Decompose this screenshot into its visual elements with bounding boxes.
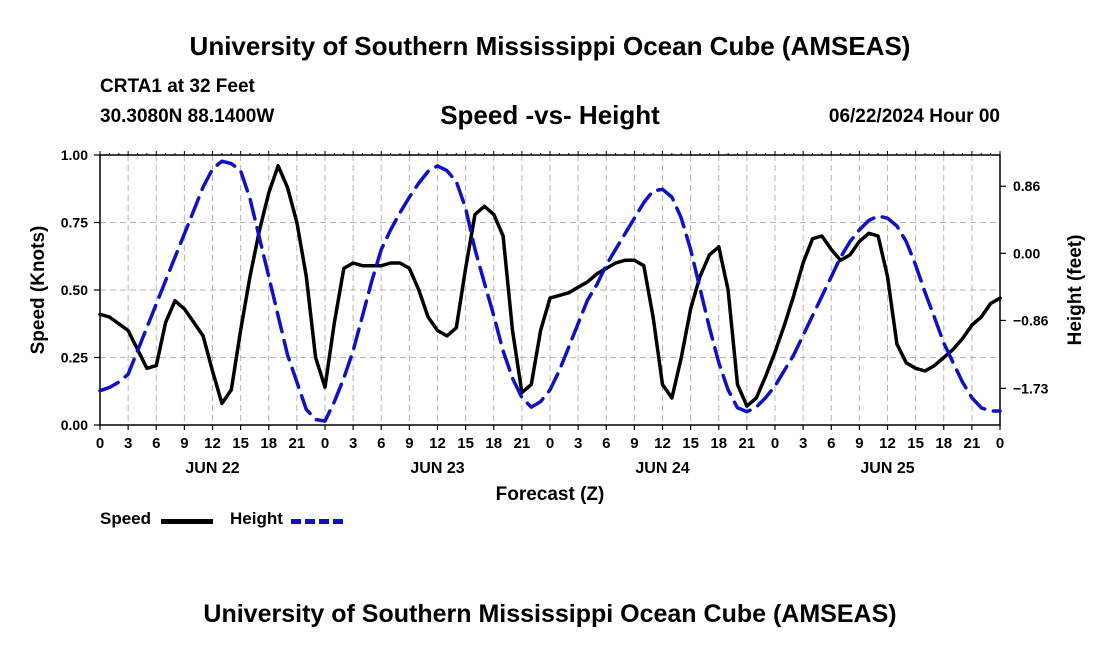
location-label: 30.3080N 88.1400W [100, 106, 275, 127]
day-label: JUN 23 [410, 460, 464, 477]
y-tick-label-left: 0.50 [61, 282, 88, 298]
legend-height-swatch [291, 519, 343, 524]
x-tick-label: 15 [457, 435, 474, 452]
x-tick-label: 9 [405, 435, 413, 452]
x-tick-label: 0 [321, 435, 329, 452]
x-tick-label: 18 [260, 435, 277, 452]
x-tick-label: 21 [289, 435, 306, 452]
x-tick-label: 9 [630, 435, 638, 452]
x-tick-label: 15 [682, 435, 699, 452]
x-tick-label: 0 [96, 435, 104, 452]
day-label: JUN 25 [860, 460, 914, 477]
x-tick-label: 3 [124, 435, 132, 452]
legend-speed-label: Speed [100, 509, 152, 528]
y-axis-label-right: Height (feet) [1065, 235, 1086, 346]
x-tick-label: 9 [855, 435, 863, 452]
x-tick-label: 18 [710, 435, 727, 452]
x-tick-label: 12 [204, 435, 221, 452]
legend-speed-swatch [161, 519, 213, 524]
x-tick-label: 18 [485, 435, 502, 452]
x-tick-label: 18 [935, 435, 952, 452]
x-tick-label: 12 [654, 435, 671, 452]
x-tick-label: 21 [514, 435, 531, 452]
x-tick-label: 0 [771, 435, 779, 452]
x-tick-label: 9 [180, 435, 188, 452]
y-tick-label-left: 0.25 [61, 350, 88, 366]
day-label: JUN 24 [635, 460, 689, 477]
y-axis-label-left: Speed (Knots) [28, 226, 49, 355]
x-tick-label: 6 [377, 435, 385, 452]
x-tick-label: 6 [827, 435, 835, 452]
chart-title-main: University of Southern Mississippi Ocean… [189, 31, 911, 61]
x-tick-label: 3 [799, 435, 807, 452]
y-tick-label-right: −0.86 [1013, 312, 1049, 328]
chart-subtitle: Speed -vs- Height [440, 100, 660, 130]
y-tick-label-right: 0.00 [1013, 245, 1040, 261]
x-tick-label: 12 [879, 435, 896, 452]
y-tick-label-left: 0.00 [61, 417, 88, 433]
y-tick-label-right: 0.86 [1013, 178, 1040, 194]
footer-title: University of Southern Mississippi Ocean… [203, 600, 897, 628]
day-label: JUN 22 [185, 460, 239, 477]
series-group [98, 159, 1002, 423]
x-tick-label: 6 [602, 435, 610, 452]
x-tick-label: 21 [739, 435, 756, 452]
y-tick-label-left: 1.00 [61, 147, 88, 163]
x-tick-label: 3 [349, 435, 357, 452]
x-tick-label: 15 [907, 435, 924, 452]
x-tick-label: 12 [429, 435, 446, 452]
date-label: 06/22/2024 Hour 00 [828, 106, 1000, 127]
y-tick-label-right: −1.73 [1013, 380, 1049, 396]
x-tick-label: 0 [996, 435, 1004, 452]
x-axis-label: Forecast (Z) [496, 484, 605, 505]
series-line-height [98, 159, 1002, 423]
x-tick-label: 15 [232, 435, 249, 452]
x-tick-label: 6 [152, 435, 160, 452]
x-tick-label: 21 [964, 435, 981, 452]
y-tick-label-left: 0.75 [61, 215, 88, 231]
x-tick-label: 0 [546, 435, 554, 452]
station-label: CRTA1 at 32 Feet [100, 76, 255, 97]
grid-lines [99, 154, 1001, 426]
x-tick-label: 3 [574, 435, 582, 452]
legend-height-label: Height [230, 509, 283, 528]
